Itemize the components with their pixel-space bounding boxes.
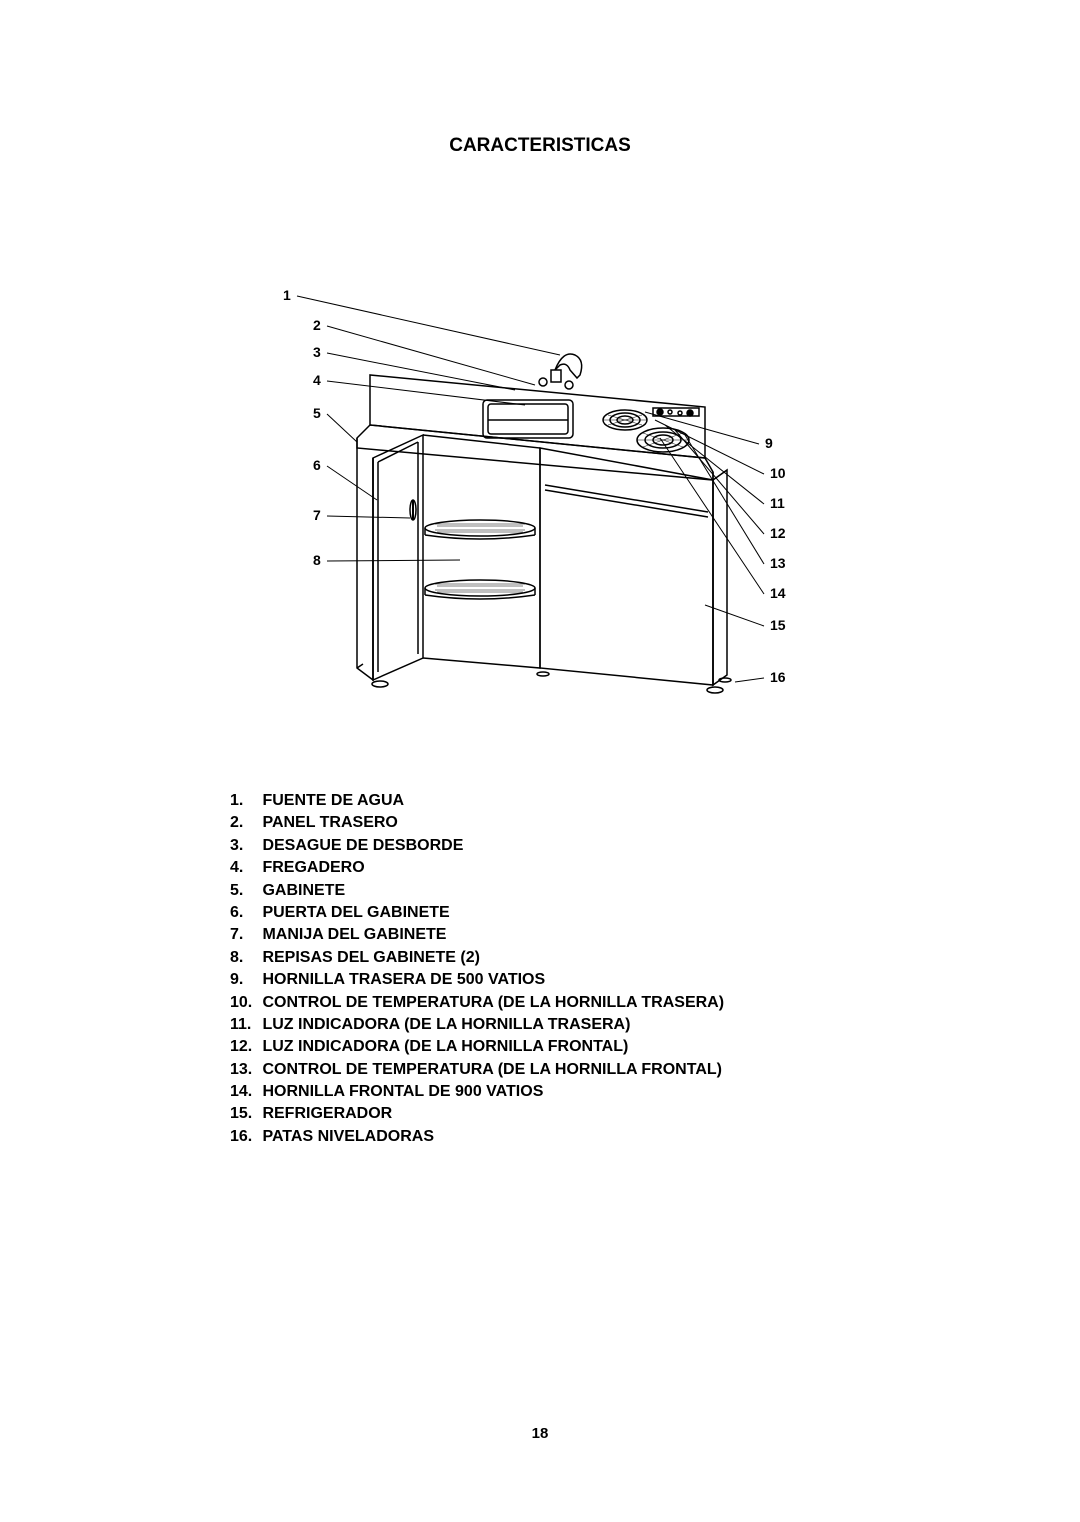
feature-number: 12. [230,1036,258,1058]
feature-item: 3. DESAGUE DE DESBORDE [230,835,870,857]
feature-number: 7. [230,924,258,946]
feature-item: 8. REPISAS DEL GABINETE (2) [230,947,870,969]
feature-number: 10. [230,992,258,1014]
callout-number: 13 [770,555,786,571]
feature-number: 2. [230,812,258,834]
feature-number: 14. [230,1081,258,1103]
feature-label: FREGADERO [262,859,364,876]
feature-item: 7. MANIJA DEL GABINETE [230,924,870,946]
feature-number: 1. [230,790,258,812]
feature-label: FUENTE DE AGUA [262,792,404,809]
feature-number: 4. [230,857,258,879]
feature-item: 2. PANEL TRASERO [230,812,870,834]
feature-number: 11. [230,1014,258,1036]
feature-item: 11. LUZ INDICADORA (DE LA HORNILLA TRASE… [230,1014,870,1036]
feature-label: CONTROL DE TEMPERATURA (DE LA HORNILLA T… [262,994,724,1011]
feature-number: 16. [230,1126,258,1148]
callout-number: 9 [765,435,773,451]
product-diagram: 12345678 910111213141516 [205,270,885,710]
feature-item: 13. CONTROL DE TEMPERATURA (DE LA HORNIL… [230,1059,870,1081]
feature-number: 5. [230,880,258,902]
feature-number: 8. [230,947,258,969]
callout-number: 14 [770,585,786,601]
feature-item: 15. REFRIGERADOR [230,1103,870,1125]
feature-item: 10. CONTROL DE TEMPERATURA (DE LA HORNIL… [230,992,870,1014]
page-title: CARACTERISTICAS [0,0,1080,157]
feature-label: PUERTA DEL GABINETE [262,904,449,921]
feature-item: 5. GABINETE [230,880,870,902]
feature-item: 9. HORNILLA TRASERA DE 500 VATIOS [230,969,870,991]
callout-number: 5 [313,405,321,421]
feature-item: 16. PATAS NIVELADORAS [230,1126,870,1148]
callout-number: 6 [313,457,321,473]
callout-number: 11 [770,495,785,511]
feature-label: GABINETE [262,882,345,899]
feature-number: 13. [230,1059,258,1081]
feature-item: 1. FUENTE DE AGUA [230,790,870,812]
feature-number: 3. [230,835,258,857]
feature-label: LUZ INDICADORA (DE LA HORNILLA FRONTAL) [262,1038,628,1055]
feature-label: CONTROL DE TEMPERATURA (DE LA HORNILLA F… [262,1061,722,1078]
callout-number: 15 [770,617,786,633]
feature-label: DESAGUE DE DESBORDE [262,837,463,854]
callout-number: 3 [313,344,321,360]
callout-number: 2 [313,317,321,333]
callout-number: 7 [313,507,321,523]
feature-item: 6. PUERTA DEL GABINETE [230,902,870,924]
feature-label: MANIJA DEL GABINETE [262,926,446,943]
feature-label: REPISAS DEL GABINETE (2) [262,949,480,966]
feature-number: 15. [230,1103,258,1125]
callout-number: 12 [770,525,786,541]
feature-label: LUZ INDICADORA (DE LA HORNILLA TRASERA) [262,1016,630,1033]
feature-label: REFRIGERADOR [262,1105,392,1122]
feature-label: PANEL TRASERO [262,814,397,831]
feature-item: 12. LUZ INDICADORA (DE LA HORNILLA FRONT… [230,1036,870,1058]
feature-number: 9. [230,969,258,991]
feature-label: PATAS NIVELADORAS [262,1128,434,1145]
callout-number: 1 [283,287,291,303]
callout-number: 16 [770,669,786,685]
callout-number: 10 [770,465,786,481]
callout-number: 8 [313,552,321,568]
callout-number: 4 [313,372,321,388]
features-list: 1. FUENTE DE AGUA2. PANEL TRASERO3. DESA… [230,790,870,1148]
feature-label: HORNILLA FRONTAL DE 900 VATIOS [262,1083,543,1100]
feature-label: HORNILLA TRASERA DE 500 VATIOS [262,971,545,988]
feature-number: 6. [230,902,258,924]
diagram-svg: 12345678 910111213141516 [205,270,885,710]
feature-item: 14. HORNILLA FRONTAL DE 900 VATIOS [230,1081,870,1103]
feature-item: 4. FREGADERO [230,857,870,879]
page-number: 18 [0,1425,1080,1442]
